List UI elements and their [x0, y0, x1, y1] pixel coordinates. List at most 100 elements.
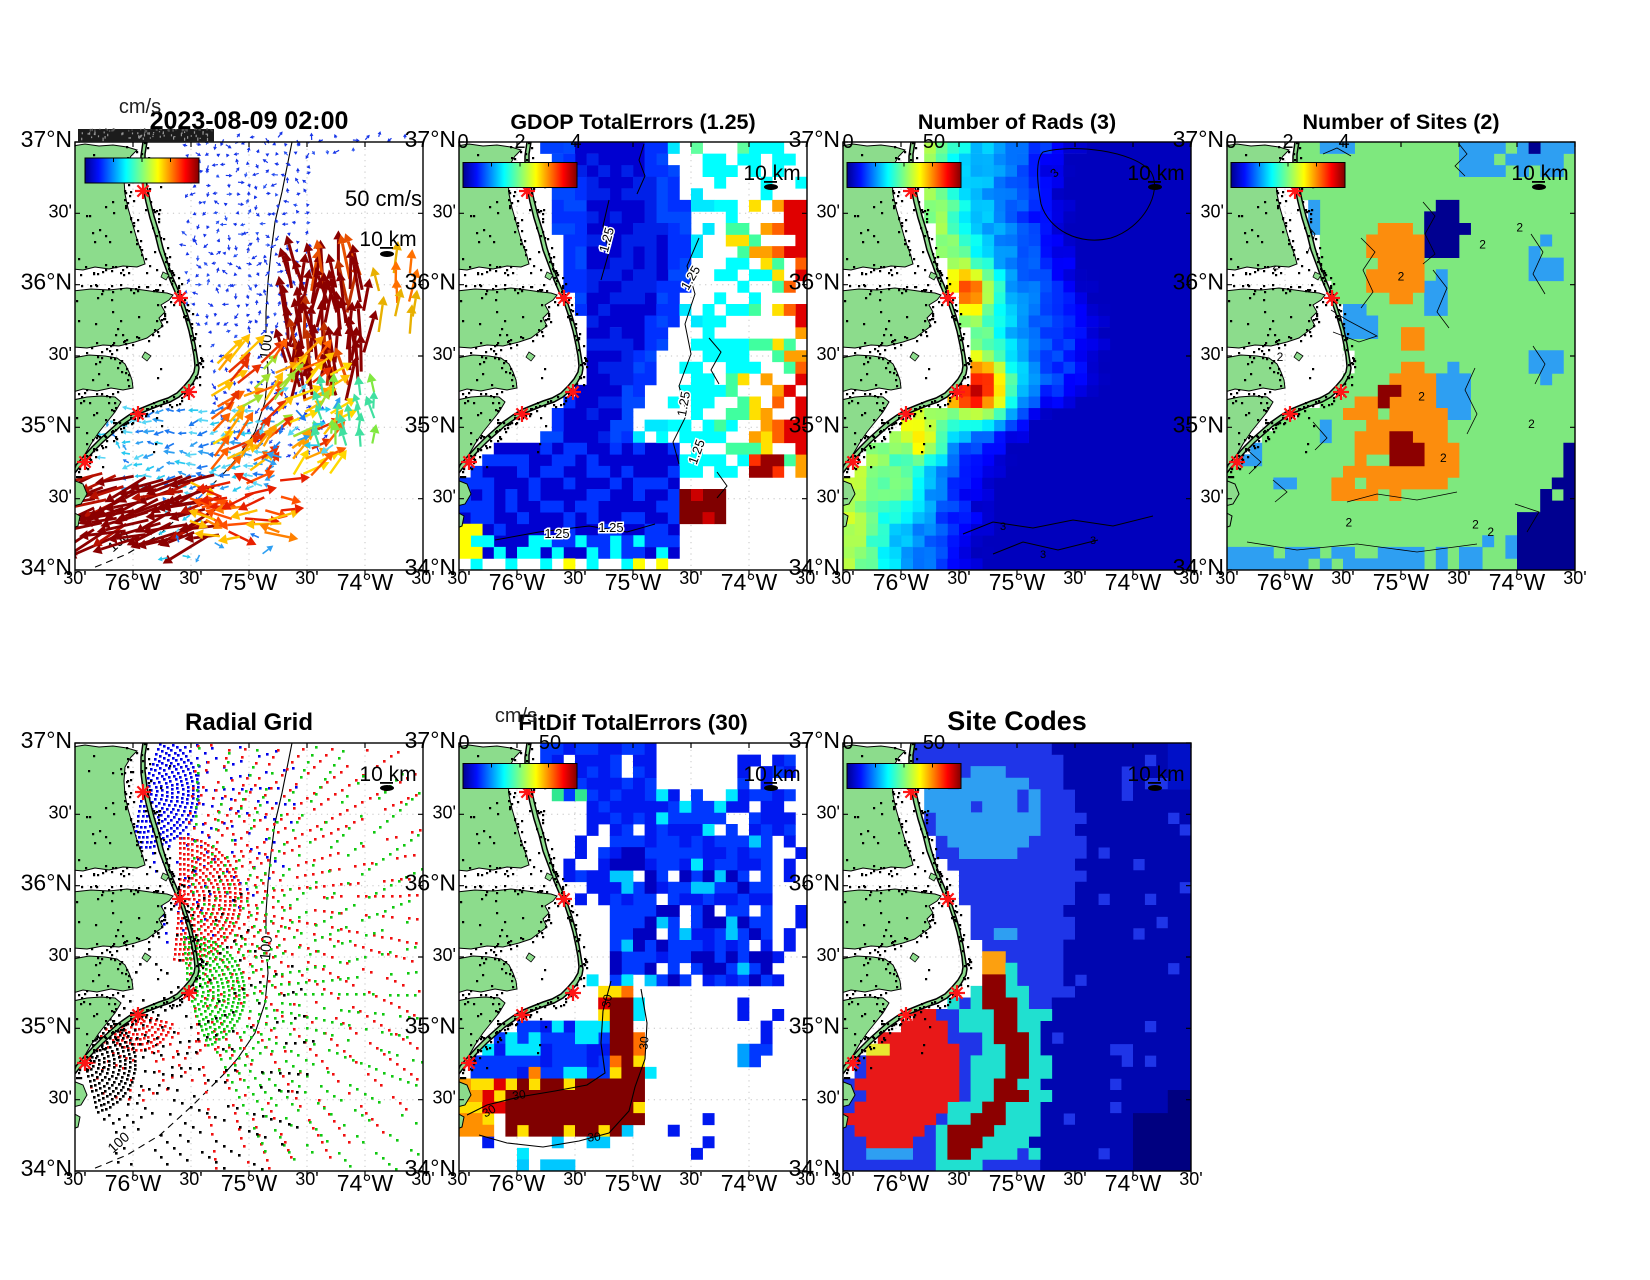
svg-text:50: 50	[923, 131, 945, 153]
svg-text:30': 30'	[817, 945, 840, 965]
svg-text:cm/s: cm/s	[119, 96, 161, 118]
svg-text:10 km: 10 km	[359, 228, 416, 251]
svg-text:76°W: 76°W	[873, 1170, 930, 1196]
svg-text:30': 30'	[433, 802, 456, 822]
svg-text:30': 30'	[679, 568, 702, 588]
svg-text:2: 2	[514, 131, 525, 153]
svg-text:10 km: 10 km	[743, 763, 800, 786]
svg-text:75°W: 75°W	[1373, 569, 1430, 595]
svg-text:cm/s: cm/s	[495, 705, 537, 727]
svg-text:30: 30	[599, 993, 615, 1009]
svg-text:36°N: 36°N	[21, 870, 72, 896]
svg-text:30': 30'	[433, 1088, 456, 1108]
svg-text:76°W: 76°W	[105, 569, 162, 595]
svg-text:10 km: 10 km	[1127, 162, 1184, 185]
svg-text:34°N: 34°N	[405, 1155, 456, 1181]
svg-text:3: 3	[1040, 549, 1046, 561]
svg-text:30': 30'	[411, 568, 434, 588]
svg-text:36°N: 36°N	[789, 269, 840, 295]
svg-text:37°N: 37°N	[789, 727, 840, 753]
svg-text:0: 0	[457, 131, 468, 153]
svg-text:30': 30'	[817, 802, 840, 822]
svg-text:2: 2	[1418, 390, 1425, 404]
svg-text:34°N: 34°N	[1173, 554, 1224, 580]
svg-text:34°N: 34°N	[789, 1155, 840, 1181]
svg-text:FitDif TotalErrors (30): FitDif TotalErrors (30)	[518, 710, 748, 735]
svg-text:30': 30'	[795, 568, 818, 588]
svg-text:37°N: 37°N	[21, 126, 72, 152]
svg-text:74°W: 74°W	[337, 1170, 394, 1196]
svg-text:34°N: 34°N	[405, 554, 456, 580]
svg-text:76°W: 76°W	[489, 1170, 546, 1196]
svg-text:100: 100	[257, 935, 276, 961]
svg-text:50: 50	[923, 732, 945, 754]
svg-text:34°N: 34°N	[21, 554, 72, 580]
svg-text:76°W: 76°W	[1257, 569, 1314, 595]
svg-text:30': 30'	[1201, 344, 1224, 364]
svg-text:30: 30	[587, 1129, 602, 1144]
svg-text:30': 30'	[295, 568, 318, 588]
svg-text:2: 2	[1516, 221, 1523, 235]
svg-text:0: 0	[842, 732, 853, 754]
svg-text:75°W: 75°W	[221, 569, 278, 595]
svg-text:Radial Grid: Radial Grid	[185, 709, 313, 736]
svg-text:2: 2	[1528, 417, 1535, 431]
svg-text:30': 30'	[295, 1169, 318, 1189]
svg-text:35°N: 35°N	[21, 1012, 72, 1038]
svg-text:30': 30'	[179, 1169, 202, 1189]
svg-text:30': 30'	[795, 1169, 818, 1189]
svg-text:37°N: 37°N	[21, 727, 72, 753]
svg-text:30': 30'	[447, 1169, 470, 1189]
svg-text:30': 30'	[433, 487, 456, 507]
svg-text:30': 30'	[817, 487, 840, 507]
svg-text:2: 2	[1398, 269, 1405, 283]
svg-text:76°W: 76°W	[489, 569, 546, 595]
svg-text:50 cm/s: 50 cm/s	[345, 186, 422, 211]
svg-text:37°N: 37°N	[789, 126, 840, 152]
svg-text:0: 0	[458, 732, 469, 754]
svg-text:Number of Sites (2): Number of Sites (2)	[1302, 110, 1499, 134]
svg-text:4: 4	[570, 131, 581, 153]
svg-text:30: 30	[511, 1087, 527, 1103]
svg-text:30': 30'	[1063, 1169, 1086, 1189]
svg-text:30': 30'	[433, 344, 456, 364]
svg-text:30': 30'	[1563, 568, 1586, 588]
svg-text:30': 30'	[817, 1088, 840, 1108]
svg-text:30': 30'	[563, 1169, 586, 1189]
svg-text:2: 2	[1487, 525, 1494, 539]
svg-text:75°W: 75°W	[605, 1170, 662, 1196]
svg-text:30': 30'	[433, 201, 456, 221]
svg-text:37°N: 37°N	[1173, 126, 1224, 152]
svg-text:30': 30'	[49, 201, 72, 221]
svg-text:36°N: 36°N	[405, 269, 456, 295]
svg-text:30': 30'	[1063, 568, 1086, 588]
svg-text:30': 30'	[63, 1169, 86, 1189]
svg-text:75°W: 75°W	[221, 1170, 278, 1196]
svg-text:30': 30'	[433, 945, 456, 965]
svg-text:4: 4	[1338, 131, 1349, 153]
svg-text:74°W: 74°W	[1105, 1170, 1162, 1196]
svg-text:30': 30'	[1331, 568, 1354, 588]
svg-text:35°N: 35°N	[789, 411, 840, 437]
svg-text:34°N: 34°N	[789, 554, 840, 580]
svg-text:30': 30'	[1447, 568, 1470, 588]
svg-text:30: 30	[480, 1101, 499, 1120]
svg-text:34°N: 34°N	[21, 1155, 72, 1181]
svg-text:30': 30'	[563, 568, 586, 588]
svg-text:Number of Rads (3): Number of Rads (3)	[918, 110, 1116, 134]
svg-text:30': 30'	[49, 487, 72, 507]
svg-text:30': 30'	[831, 1169, 854, 1189]
svg-text:30': 30'	[1179, 1169, 1202, 1189]
svg-text:30': 30'	[947, 568, 970, 588]
svg-text:30': 30'	[817, 344, 840, 364]
svg-text:1.25: 1.25	[674, 390, 693, 418]
svg-text:76°W: 76°W	[873, 569, 930, 595]
svg-text:36°N: 36°N	[1173, 269, 1224, 295]
svg-text:35°N: 35°N	[789, 1012, 840, 1038]
svg-text:GDOP TotalErrors (1.25): GDOP TotalErrors (1.25)	[510, 110, 755, 134]
svg-text:37°N: 37°N	[405, 727, 456, 753]
svg-text:30: 30	[636, 1035, 651, 1050]
svg-text:75°W: 75°W	[605, 569, 662, 595]
svg-text:37°N: 37°N	[405, 126, 456, 152]
svg-text:36°N: 36°N	[789, 870, 840, 896]
